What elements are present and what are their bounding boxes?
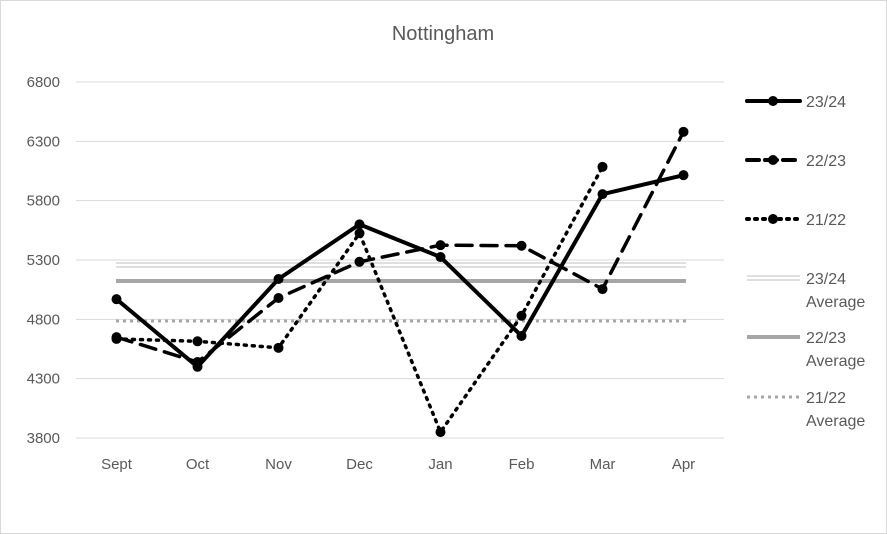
data-point bbox=[354, 256, 365, 267]
data-point bbox=[435, 240, 446, 251]
y-tick-label: 4300 bbox=[27, 371, 60, 388]
data-point bbox=[435, 427, 446, 438]
y-tick-label: 3800 bbox=[27, 430, 60, 447]
legend-label: Average bbox=[806, 413, 865, 430]
data-point bbox=[678, 170, 689, 181]
y-tick-label: 6800 bbox=[27, 74, 60, 91]
data-point bbox=[273, 342, 284, 353]
legend-label: 22/23 bbox=[806, 330, 846, 347]
legend-label: Average bbox=[806, 294, 865, 311]
series-line bbox=[114, 173, 686, 369]
x-tick-label: Jan bbox=[428, 456, 452, 473]
series-line bbox=[114, 165, 605, 434]
data-point bbox=[192, 357, 203, 368]
x-tick-label: Sept bbox=[101, 456, 133, 473]
data-point bbox=[273, 273, 284, 284]
data-point bbox=[354, 219, 365, 230]
data-point bbox=[435, 252, 446, 263]
data-point bbox=[516, 310, 527, 321]
x-tick-label: Dec bbox=[346, 456, 373, 473]
data-point bbox=[516, 330, 527, 341]
y-tick-label: 6300 bbox=[27, 133, 60, 150]
data-point bbox=[273, 292, 284, 303]
x-tick-label: Apr bbox=[672, 456, 695, 473]
data-point bbox=[111, 333, 122, 344]
legend-label: 21/22 bbox=[806, 212, 846, 229]
data-point bbox=[597, 161, 608, 172]
data-point bbox=[678, 126, 689, 137]
legend-label: 23/24 bbox=[806, 271, 846, 288]
legend-marker bbox=[768, 155, 778, 165]
series-line bbox=[114, 130, 686, 364]
x-tick-label: Feb bbox=[509, 456, 535, 473]
data-point bbox=[597, 189, 608, 200]
chart-title: Nottingham bbox=[392, 23, 494, 45]
data-point bbox=[597, 284, 608, 295]
legend-marker bbox=[768, 214, 778, 224]
data-point bbox=[111, 294, 122, 305]
legend-label: Average bbox=[806, 353, 865, 370]
data-point bbox=[516, 240, 527, 251]
y-tick-label: 5800 bbox=[27, 193, 60, 210]
data-point bbox=[192, 336, 203, 347]
y-tick-label: 5300 bbox=[27, 252, 60, 269]
x-tick-label: Nov bbox=[265, 456, 292, 473]
x-tick-label: Mar bbox=[590, 456, 616, 473]
legend-label: 21/22 bbox=[806, 390, 846, 407]
y-tick-label: 4800 bbox=[27, 311, 60, 328]
legend-label: 22/23 bbox=[806, 153, 846, 170]
x-tick-label: Oct bbox=[186, 456, 210, 473]
legend-marker bbox=[768, 96, 778, 106]
data-point bbox=[354, 228, 365, 239]
legend-label: 23/24 bbox=[806, 94, 846, 111]
